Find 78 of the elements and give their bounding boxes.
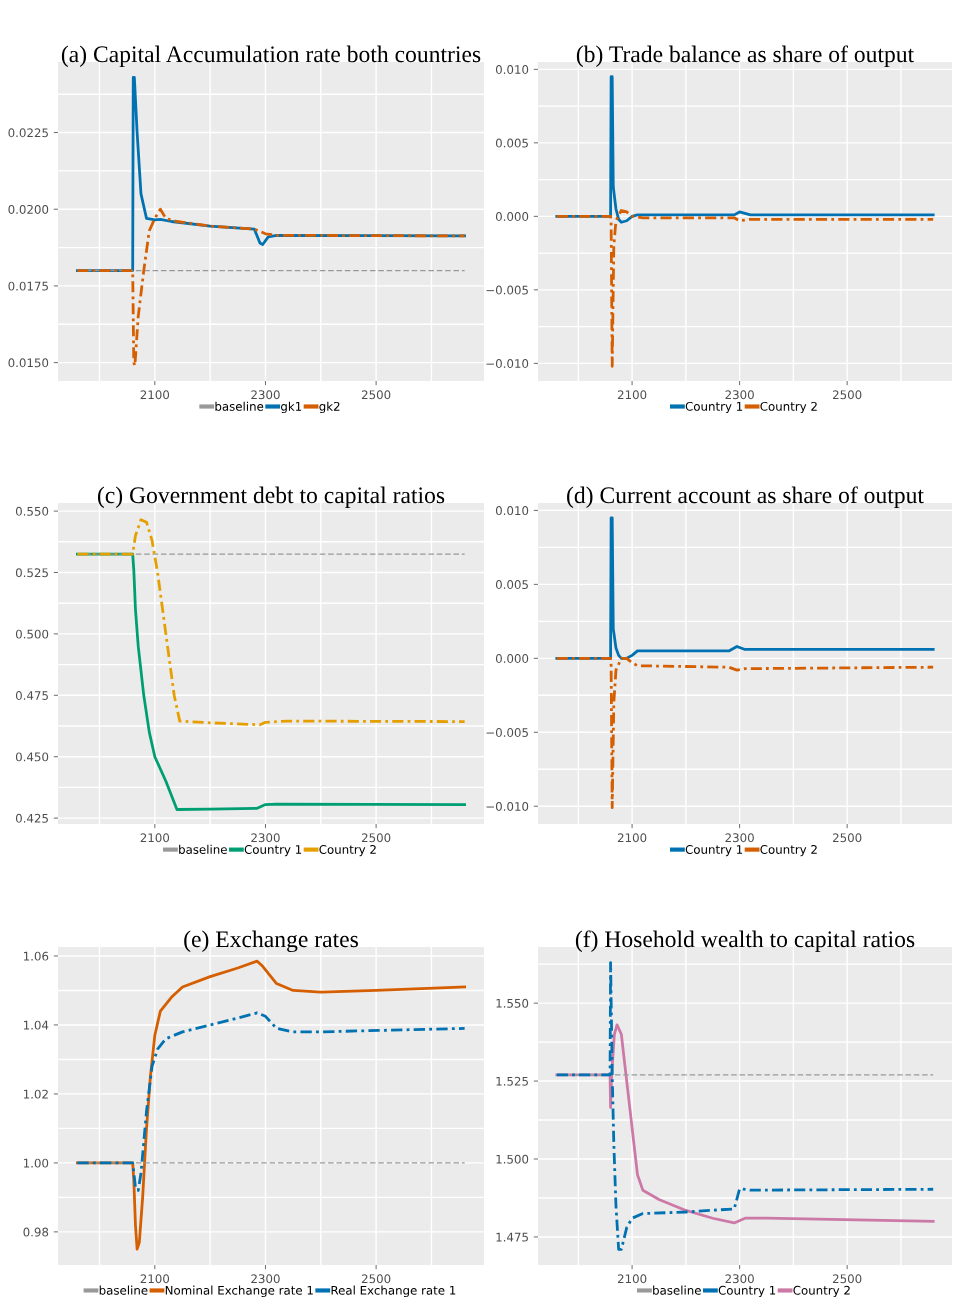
- legend-label: Nominal Exchange rate 1: [165, 1285, 313, 1298]
- line-series: [75, 518, 467, 727]
- line-series: [555, 209, 935, 368]
- line-series: [75, 207, 467, 368]
- legend-label: Country 1: [244, 844, 302, 857]
- x-tick-label: 2500: [361, 390, 391, 400]
- y-tick-label: −0.010: [486, 359, 529, 369]
- y-tick-label: 0.0225: [8, 128, 48, 138]
- line-series: [555, 961, 935, 1251]
- legend-label: baseline: [179, 844, 227, 854]
- legend-label: baseline: [99, 1285, 148, 1295]
- y-tick-label: 0.475: [15, 691, 48, 700]
- y-tick-label: 1.06: [23, 951, 49, 961]
- x-tick-label: 2100: [617, 390, 647, 400]
- y-tick-label: 0.0200: [8, 204, 49, 214]
- x-tick-label: 2500: [833, 1274, 862, 1284]
- x-tick-label: 2300: [251, 833, 280, 843]
- y-tick-label: 0.0150: [8, 358, 49, 368]
- y-tick-label: 0.98: [23, 1227, 49, 1237]
- chart-title: (a) Capital Accumulation rate both countries: [61, 45, 481, 68]
- x-tick-label: 2300: [725, 833, 754, 843]
- y-tick-label: 1.525: [496, 1076, 528, 1086]
- chart-title: (e) Exchange rates: [184, 930, 358, 953]
- x-tick-label: 2500: [361, 833, 391, 843]
- y-tick-label: 1.550: [496, 998, 529, 1008]
- line-series: [555, 516, 935, 660]
- x-tick-label: 2300: [725, 390, 754, 400]
- y-tick-label: −0.005: [486, 728, 528, 737]
- line-series: [555, 656, 935, 810]
- line-series: [75, 552, 467, 811]
- y-tick-label: 1.00: [23, 1158, 49, 1168]
- chart-title: (d) Current account as share of output: [567, 486, 924, 509]
- y-tick-label: 1.04: [23, 1020, 49, 1030]
- legend-label: Real Exchange rate 1: [331, 1285, 456, 1298]
- x-tick-label: 2100: [617, 833, 647, 843]
- line-series: [555, 75, 935, 224]
- y-tick-label: 0.010: [495, 506, 529, 516]
- x-tick-label: 2300: [725, 1274, 754, 1284]
- y-tick-label: 0.425: [15, 813, 48, 823]
- x-tick-label: 2100: [140, 390, 170, 400]
- legend-label: Country 1: [685, 844, 743, 857]
- y-tick-label: 0.0175: [8, 281, 48, 291]
- x-tick-label: 2300: [251, 1274, 280, 1284]
- y-tick-label: 1.475: [496, 1232, 528, 1242]
- y-tick-label: 1.500: [496, 1154, 529, 1164]
- chart-title: (b) Trade balance as share of output: [576, 45, 915, 68]
- y-tick-label: 0.010: [495, 65, 529, 74]
- legend-label: Country 2: [793, 1285, 850, 1298]
- legend-label: Country 1: [685, 401, 743, 414]
- y-tick-label: 0.000: [495, 654, 529, 663]
- x-tick-label: 2500: [833, 833, 862, 843]
- y-tick-label: 0.005: [495, 580, 528, 590]
- y-tick-label: 1.02: [23, 1089, 48, 1099]
- legend-label: baseline: [653, 1285, 701, 1295]
- x-tick-label: 2300: [251, 390, 280, 400]
- chart-title: (c) Government debt to capital ratios: [97, 486, 445, 509]
- y-tick-label: 0.525: [15, 568, 48, 578]
- legend-label: gk1: [281, 401, 302, 414]
- x-tick-label: 2500: [361, 1274, 391, 1284]
- y-tick-label: −0.010: [486, 801, 529, 811]
- legend-label: Country 2: [760, 844, 817, 857]
- line-series: [75, 1011, 467, 1192]
- y-tick-label: 0.550: [15, 506, 49, 516]
- y-tick-label: 0.450: [15, 752, 49, 762]
- x-tick-label: 2100: [617, 1274, 647, 1284]
- legend-label: Country 2: [319, 844, 376, 857]
- legend-label: Country 2: [760, 401, 817, 414]
- x-tick-label: 2100: [140, 833, 170, 843]
- y-tick-label: 0.005: [495, 138, 528, 148]
- x-tick-label: 2100: [140, 1274, 170, 1284]
- legend-label: gk2: [319, 401, 340, 414]
- chart-title: (f) Hosehold wealth to capital ratios: [575, 930, 915, 953]
- legend-label: baseline: [215, 401, 264, 411]
- y-tick-label: −0.005: [486, 285, 528, 295]
- x-tick-label: 2500: [833, 390, 862, 400]
- y-tick-label: 0.000: [495, 212, 529, 222]
- y-tick-label: 0.500: [15, 629, 49, 639]
- legend-label: Country 1: [718, 1285, 776, 1298]
